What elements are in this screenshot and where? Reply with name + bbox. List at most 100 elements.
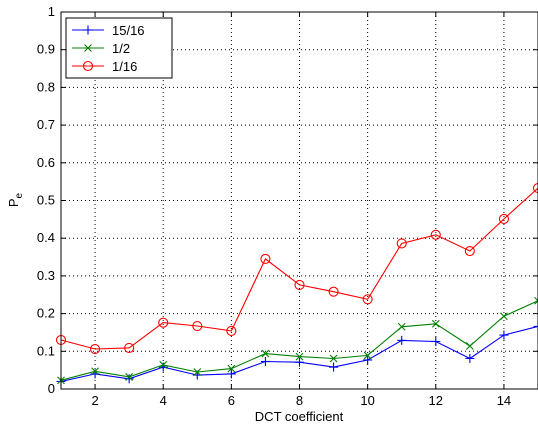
circle-marker <box>328 286 339 297</box>
data-point <box>261 349 270 358</box>
data-point <box>464 245 475 257</box>
axis-ticks: 00.10.20.30.40.50.60.70.80.912 4 6 8 10 12 14 <box>37 4 538 408</box>
plus-marker <box>260 356 270 366</box>
legend: 15/16 1/2 1/16 <box>65 17 173 79</box>
data-point <box>465 342 474 350</box>
x-tick-label: 10 <box>360 393 374 408</box>
data-point <box>159 360 168 369</box>
x-marker-b <box>84 44 92 52</box>
y-tick-label: 0 <box>48 381 55 396</box>
plus-marker <box>465 353 475 363</box>
x-tick-label: 12 <box>429 393 443 408</box>
data-point <box>431 319 440 328</box>
circle-marker <box>294 279 305 290</box>
circle-marker <box>532 183 538 194</box>
x-marker-b <box>431 319 440 328</box>
x-marker-b <box>159 360 168 369</box>
y-tick-label: 0.6 <box>37 155 55 170</box>
x-axis-label: DCT coefficient <box>255 409 344 424</box>
data-point <box>124 342 135 353</box>
y-tick-label: 0.1 <box>37 343 55 358</box>
x-marker-b <box>91 367 99 376</box>
x-marker <box>465 342 474 350</box>
x-tick-label: 14 <box>497 393 511 408</box>
data-point <box>397 322 406 331</box>
x-marker-b <box>465 342 474 350</box>
legend-entry: 1/16 <box>72 59 137 74</box>
legend-label: 1/2 <box>112 41 130 56</box>
y-axis-label-subscript: e <box>14 192 25 198</box>
x-marker <box>84 44 92 52</box>
series-line <box>60 187 538 350</box>
plus-marker <box>499 330 509 340</box>
y-tick-label: 0.9 <box>37 42 55 57</box>
x-marker <box>159 360 168 369</box>
circle-marker <box>362 294 373 305</box>
data-point <box>397 335 407 345</box>
plus-marker <box>431 336 441 346</box>
x-marker-b <box>261 349 270 358</box>
x-marker-b <box>397 322 406 331</box>
y-tick-label: 0.2 <box>37 306 55 321</box>
data-point <box>91 367 99 376</box>
data-point <box>363 351 372 360</box>
data-point <box>430 229 441 240</box>
series-1-16 <box>55 183 538 355</box>
svg-text:Pe: Pe <box>6 192 25 207</box>
data-point <box>294 279 305 290</box>
circle-marker <box>396 238 407 249</box>
data-point <box>260 253 271 264</box>
circle-marker <box>124 342 135 353</box>
circle-marker <box>192 320 203 332</box>
data-point <box>532 183 538 194</box>
x-tick-label: 4 <box>160 393 167 408</box>
data-point <box>192 320 203 332</box>
x-marker-b <box>534 300 538 305</box>
data-point <box>158 317 169 328</box>
plus-marker <box>533 321 538 331</box>
data-point <box>90 343 101 355</box>
plus-marker <box>226 369 236 379</box>
data-point <box>329 354 338 363</box>
grid-lines <box>61 12 538 389</box>
plus-marker <box>397 335 407 345</box>
data-point <box>226 369 236 379</box>
data-point <box>431 336 441 346</box>
y-axis-label: Pe <box>6 192 25 207</box>
y-tick-label: 0.7 <box>37 117 55 132</box>
legend-label: 1/16 <box>112 59 137 74</box>
data-point <box>260 356 270 366</box>
data-point <box>362 294 373 305</box>
x-marker <box>363 351 372 360</box>
x-marker <box>125 373 134 381</box>
x-marker <box>261 349 270 358</box>
data-point <box>396 238 407 249</box>
x-marker <box>295 352 304 361</box>
x-marker <box>431 319 440 328</box>
data-point <box>329 362 339 372</box>
data-point <box>533 321 538 331</box>
data-point <box>499 330 509 340</box>
x-marker <box>534 296 538 305</box>
legend-entry: 15/16 <box>72 23 145 38</box>
y-tick-label: 0.8 <box>37 79 55 94</box>
data-point <box>465 353 475 363</box>
x-marker <box>500 312 508 321</box>
x-marker-b <box>227 364 236 373</box>
legend-entry: 1/2 <box>72 41 130 56</box>
x-tick-label: 2 <box>91 393 98 408</box>
circle-marker <box>464 245 475 257</box>
data-point <box>124 374 134 384</box>
plus-marker <box>295 357 304 367</box>
data-point <box>500 312 508 321</box>
y-tick-label: 1 <box>48 4 55 19</box>
x-marker-a <box>534 296 538 302</box>
x-marker <box>193 368 202 376</box>
data-point <box>534 296 538 305</box>
x-marker-b <box>329 354 338 363</box>
y-tick-label: 0.5 <box>37 193 55 208</box>
x-marker <box>91 367 99 376</box>
y-axis-label-main: P <box>6 198 21 207</box>
circle-marker <box>82 60 94 72</box>
